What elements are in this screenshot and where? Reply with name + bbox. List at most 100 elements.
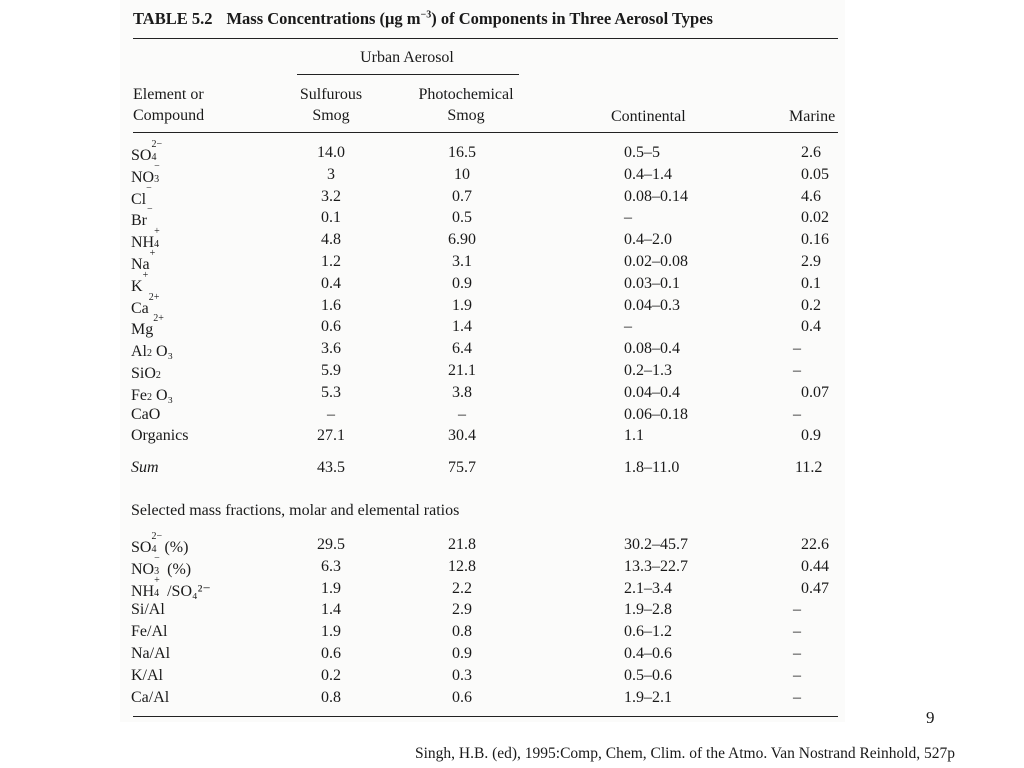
header-photochemical-line1: Photochemical	[418, 86, 514, 103]
row-label-base: Cl	[131, 190, 147, 208]
row-label-base: NO	[131, 168, 155, 186]
cell-marine: –	[793, 623, 801, 641]
cell-marine: 22.6	[801, 536, 829, 553]
cell-marine: –	[793, 601, 801, 619]
cell-photochemical: 1.9	[452, 296, 472, 314]
cell-continental: 0.4–1.4	[624, 165, 672, 183]
cell-photochemical: 0.9	[452, 645, 472, 662]
cell-sulfurous: 1.4	[321, 601, 341, 619]
row-label-base: Na	[131, 256, 150, 273]
cell-photochemical: 12.8	[448, 557, 476, 575]
table-title-rest: ) of Components in Three Aerosol Types	[431, 9, 713, 28]
cell-photochemical: 2.9	[452, 601, 472, 619]
cell-sulfurous: 1.9	[321, 579, 341, 597]
row-label-suffix: O₃	[156, 386, 174, 404]
cell-marine: 0.44	[801, 557, 829, 575]
row-label: CaO	[131, 406, 160, 424]
table-row: NH +4 /SO₄²⁻ 1.9 2.2 2.1–3.4 0.47	[0, 575, 1024, 601]
row-label: NO −3	[131, 161, 163, 187]
sum-row: Sum 43.5 75.7 1.8–11.0 11.2	[0, 459, 1024, 479]
row-label-ions: 2	[156, 362, 165, 381]
cell-sulfurous: 0.2	[321, 666, 341, 684]
row-label-superscript: −	[147, 204, 153, 216]
cell-continental: 0.06–0.18	[624, 405, 688, 423]
row-label-ions: 2	[147, 340, 156, 359]
row-label-base: NH	[131, 582, 155, 600]
row-label-base: Br	[131, 212, 147, 230]
row-label-ions: +4	[154, 575, 163, 599]
table-title-exponent: −3	[420, 9, 432, 21]
table-row: NO −3 3 10 0.4–1.4 0.05	[0, 161, 1024, 187]
cell-marine: 2.9	[801, 253, 821, 270]
row-label: Al 2 O₃	[131, 340, 173, 361]
cell-photochemical: 21.1	[448, 362, 476, 379]
cell-sulfurous: 3.2	[321, 187, 341, 205]
cell-marine: 4.6	[801, 187, 821, 205]
cell-continental: 0.4–2.0	[624, 231, 672, 249]
cell-marine: –	[793, 405, 801, 423]
cell-continental: 0.08–0.4	[624, 340, 680, 358]
row-label-ions: +4	[154, 226, 163, 250]
row-label-base: Mg	[131, 321, 154, 339]
row-label: NH +4 /SO₄²⁻	[131, 575, 211, 601]
cell-photochemical: 0.5	[452, 209, 472, 227]
row-label-ions: −	[146, 183, 155, 204]
cell-photochemical: 0.6	[452, 688, 472, 706]
row-label-ions: 2− 4	[151, 139, 162, 163]
table-number: TABLE 5.2	[133, 9, 213, 28]
cell-continental: 2.1–3.4	[624, 579, 672, 597]
row-label-ions: −3	[154, 553, 163, 577]
cell-photochemical: –	[458, 405, 466, 423]
cell-marine: –	[793, 362, 801, 379]
cell-sulfurous: 29.5	[317, 536, 345, 553]
table-row: CaO – – 0.06–0.18 –	[0, 406, 1024, 426]
table-row: Cl − 3.2 0.7 0.08–0.14 4.6	[0, 183, 1024, 208]
table-row: Mg 2+ 0.6 1.4 – 0.4	[0, 313, 1024, 339]
row-label-base: SiO	[131, 365, 156, 382]
header-marine: Marine	[789, 108, 836, 125]
cell-sulfurous: 1.6	[321, 296, 341, 314]
row-label-ions: 2+	[149, 292, 160, 313]
row-label: K/Al	[131, 667, 163, 685]
table-row: Fe/Al 1.9 0.8 0.6–1.2 –	[0, 623, 1024, 643]
row-label: Fe 2 O₃	[131, 384, 173, 405]
row-label: Organics	[131, 427, 188, 445]
row-label-base: Na/Al	[131, 645, 171, 662]
cell-sulfurous: 6.3	[321, 557, 341, 575]
cell-photochemical: 10	[454, 165, 470, 183]
row-label-suffix: (%)	[160, 539, 189, 556]
urban-aerosol-header: Urban Aerosol	[360, 49, 454, 66]
row-label-subscript: 4	[151, 152, 157, 163]
row-label-suffix: /SO₄²⁻	[163, 582, 211, 600]
cell-sulfurous: 0.4	[321, 274, 341, 292]
cell-sulfurous: 0.1	[321, 209, 341, 227]
row-label-superscript: 2−	[151, 139, 163, 150]
row-label: Ca/Al	[131, 689, 169, 707]
row-label-base: Si/Al	[131, 601, 165, 619]
row-label-base: Al	[131, 343, 147, 361]
row-label: K +	[131, 270, 152, 296]
cell-photochemical: 0.3	[452, 666, 472, 684]
cell-marine: 2.6	[801, 144, 821, 161]
row-label: Ca 2+	[131, 292, 160, 318]
cell-marine: 0.1	[801, 274, 821, 292]
cell-photochemical: 6.90	[448, 231, 476, 249]
cell-sulfurous: 0.8	[321, 688, 341, 706]
cell-photochemical: 2.2	[452, 579, 472, 597]
cell-sulfurous: 0.6	[321, 318, 341, 336]
row-label-base: SO	[131, 147, 152, 164]
table-row: SO 2− 4 14.0 16.5 0.5–5 2.6	[0, 139, 1024, 164]
cell-continental: 0.6–1.2	[624, 623, 672, 641]
cell-photochemical: 21.8	[448, 536, 476, 553]
header-element: Element or Compound	[133, 84, 204, 126]
row-label: Br −	[131, 204, 156, 230]
cell-marine: 0.4	[801, 318, 821, 336]
row-label-superscript: 2−	[151, 531, 163, 542]
row-label-superscript: +	[154, 574, 160, 586]
cell-marine: 0.9	[801, 427, 821, 445]
table-row: Al 2 O₃ 3.6 6.4 0.08–0.4 –	[0, 340, 1024, 360]
row-label-superscript: 2+	[148, 291, 160, 303]
cell-continental: 1.9–2.8	[624, 601, 672, 619]
cell-continental: 0.5–5	[624, 144, 660, 161]
cell-continental: 13.3–22.7	[624, 557, 688, 575]
